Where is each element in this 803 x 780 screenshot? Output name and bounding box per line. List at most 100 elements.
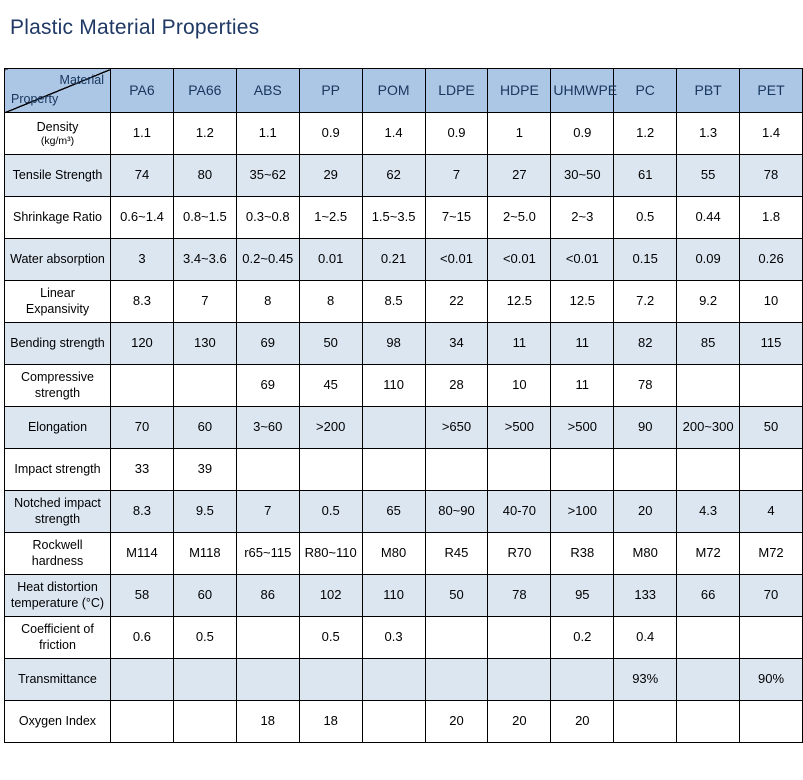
table-row: Coefficient of friction 0.6 0.5 0.5 0.3 0.2 0.… <box>4 616 803 659</box>
value-cell: 18 <box>298 700 363 743</box>
value-cell <box>235 448 300 491</box>
value-cell <box>739 700 803 743</box>
property-label: Coefficient of friction <box>21 621 94 652</box>
value-cell: R38 <box>550 532 615 575</box>
corner-material-label: Material <box>59 73 104 87</box>
material-column-header: PA6 <box>110 68 174 113</box>
value-cell: 0.6 <box>110 616 174 659</box>
value-cell <box>361 448 426 491</box>
value-cell: 3.4~3.6 <box>172 238 237 281</box>
value-cell: 8.3 <box>110 280 174 323</box>
value-cell: 70 <box>110 406 174 449</box>
value-cell <box>487 448 552 491</box>
property-label: Linear Expansivity <box>25 285 90 316</box>
value-cell: 20 <box>550 700 615 743</box>
value-cell <box>676 658 741 701</box>
material-column-header: HDPE <box>487 68 552 113</box>
value-cell <box>613 448 678 491</box>
value-cell: 90% <box>739 658 803 701</box>
value-cell: 0.9 <box>550 112 615 155</box>
value-cell: 7 <box>235 490 300 533</box>
property-label: Tensile Strength <box>12 167 103 182</box>
property-label-cell: Water absorption <box>4 238 111 281</box>
value-cell: 0.21 <box>361 238 426 281</box>
value-cell: 30~50 <box>550 154 615 197</box>
value-cell: 69 <box>235 322 300 365</box>
value-cell <box>298 448 363 491</box>
table-row: Elongation 70 60 3~60 >200 >650 >500 >500 90 200~… <box>4 406 803 449</box>
value-cell: 10 <box>487 364 552 407</box>
property-label: Compressive strength <box>21 369 94 400</box>
value-cell <box>676 616 741 659</box>
value-cell: 110 <box>361 364 426 407</box>
table-body: Density (kg/m³) 1.1 1.2 1.1 0.9 1.4 0.9 1 0.9 1.2 1… <box>4 112 803 743</box>
value-cell: 90 <box>613 406 678 449</box>
material-column-header: PA66 <box>172 68 237 113</box>
value-cell: 78 <box>613 364 678 407</box>
value-cell: 58 <box>110 574 174 617</box>
value-cell: 7 <box>172 280 237 323</box>
value-cell: <0.01 <box>424 238 489 281</box>
value-cell: 12.5 <box>487 280 552 323</box>
value-cell: 0.8~1.5 <box>172 196 237 239</box>
value-cell: 110 <box>361 574 426 617</box>
value-cell: 12.5 <box>550 280 615 323</box>
value-cell: 8.3 <box>110 490 174 533</box>
value-cell: 29 <box>298 154 363 197</box>
value-cell: 80~90 <box>424 490 489 533</box>
table-row: Oxygen Index 18 18 20 20 20 <box>4 700 803 743</box>
value-cell: 102 <box>298 574 363 617</box>
value-cell: 4 <box>739 490 803 533</box>
table-row: Heat distortion temperature (°C) 58 60 86 10… <box>4 574 803 617</box>
value-cell <box>110 658 174 701</box>
property-label-cell: Density (kg/m³) <box>4 112 111 155</box>
value-cell: 18 <box>235 700 300 743</box>
value-cell: 45 <box>298 364 363 407</box>
value-cell <box>110 364 174 407</box>
property-label-cell: Tensile Strength <box>4 154 111 197</box>
material-column-header: ABS <box>235 68 300 113</box>
property-label-cell: Notched impact strength <box>4 490 111 533</box>
value-cell: 80 <box>172 154 237 197</box>
value-cell: <0.01 <box>550 238 615 281</box>
property-label-cell: Rockwell hardness <box>4 532 111 575</box>
value-cell <box>613 700 678 743</box>
value-cell: >500 <box>487 406 552 449</box>
value-cell <box>424 658 489 701</box>
value-cell: 66 <box>676 574 741 617</box>
table-row: Rockwell hardness M114 M118 r65~115 R80~110 M… <box>4 532 803 575</box>
value-cell: 200~300 <box>676 406 741 449</box>
property-unit: (kg/m³) <box>40 134 75 147</box>
value-cell: 0.5 <box>298 490 363 533</box>
property-label: Shrinkage Ratio <box>13 209 102 224</box>
value-cell: 74 <box>110 154 174 197</box>
material-column-header: LDPE <box>424 68 489 113</box>
table-row: Notched impact strength 8.3 9.5 7 0.5 65 80~90… <box>4 490 803 533</box>
value-cell: 35~62 <box>235 154 300 197</box>
value-cell: 50 <box>298 322 363 365</box>
value-cell: 7 <box>424 154 489 197</box>
value-cell: 39 <box>172 448 237 491</box>
value-cell: 0.01 <box>298 238 363 281</box>
value-cell: 11 <box>487 322 552 365</box>
material-properties-table: Material Property PA6 PA66 ABS PP POM LDPE HDP… <box>4 68 803 743</box>
value-cell: 69 <box>235 364 300 407</box>
value-cell <box>487 616 552 659</box>
value-cell: 22 <box>424 280 489 323</box>
value-cell: 93% <box>613 658 678 701</box>
value-cell: 3 <box>110 238 174 281</box>
value-cell: 0.2~0.45 <box>235 238 300 281</box>
value-cell <box>424 616 489 659</box>
value-cell: 1.2 <box>613 112 678 155</box>
value-cell <box>676 700 741 743</box>
value-cell: 0.15 <box>613 238 678 281</box>
value-cell: 33 <box>110 448 174 491</box>
value-cell: 11 <box>550 322 615 365</box>
property-label-cell: Elongation <box>4 406 111 449</box>
value-cell: 8.5 <box>361 280 426 323</box>
value-cell <box>298 658 363 701</box>
property-label-cell: Oxygen Index <box>4 700 111 743</box>
value-cell: 27 <box>487 154 552 197</box>
value-cell: 82 <box>613 322 678 365</box>
value-cell: 0.4 <box>613 616 678 659</box>
